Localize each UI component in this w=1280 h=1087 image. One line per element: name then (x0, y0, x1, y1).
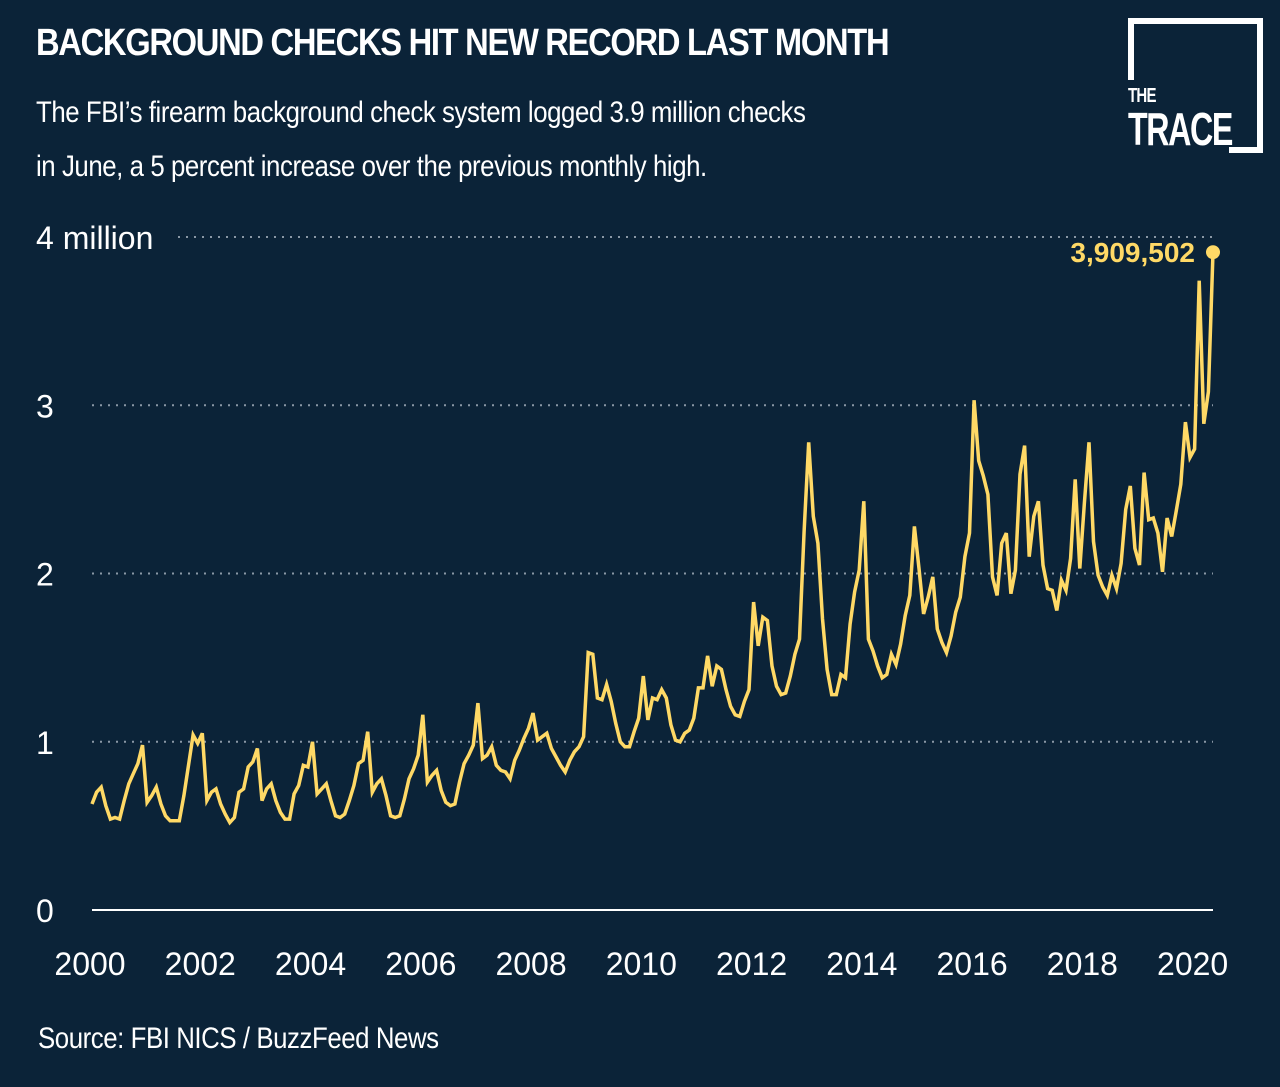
the-trace-logo: THE TRACE (1128, 18, 1263, 153)
series-line-background-checks (90, 252, 1215, 826)
logo-frame-top (1128, 18, 1262, 24)
gridlines (92, 236, 1213, 743)
y-tick-label: 4 million (36, 220, 153, 256)
y-tick-label: 2 (36, 557, 54, 593)
subtitle-line-2: in June, a 5 percent increase over the p… (36, 150, 707, 183)
x-axis-tick-labels: 2000 2002 2004 2006 2008 2010 2012 2014 2016 2018… (54, 946, 1228, 982)
x-tick-label: 2002 (165, 946, 236, 982)
y-tick-label: 1 (36, 725, 54, 761)
x-tick-label: 2004 (275, 946, 346, 982)
x-tick-label: 2020 (1157, 946, 1228, 982)
y-axis-tick-labels: 0 1 2 3 4 million (36, 220, 153, 929)
logo-frame-right (1257, 18, 1263, 153)
y-tick-label: 3 (36, 388, 54, 424)
x-tick-label: 2018 (1047, 946, 1118, 982)
logo-frame-bottom (1229, 147, 1263, 153)
chart-title: BACKGROUND CHECKS HIT NEW RECORD LAST MO… (36, 22, 890, 64)
subtitle-line-1: The FBI’s firearm background check syste… (36, 96, 806, 129)
x-tick-label: 2008 (495, 946, 566, 982)
logo-text-trace: TRACE (1128, 103, 1233, 155)
x-tick-label: 2010 (606, 946, 677, 982)
x-tick-label: 2000 (54, 946, 125, 982)
y-tick-label: 0 (36, 893, 54, 929)
latest-value-marker (1206, 245, 1220, 260)
x-tick-label: 2014 (826, 946, 897, 982)
latest-value-label: 3,909,502 (1070, 237, 1195, 268)
chart-subtitle: The FBI’s firearm background check syste… (36, 86, 806, 194)
source-note: Source: FBI NICS / BuzzFeed News (38, 1022, 439, 1055)
x-tick-label: 2006 (385, 946, 456, 982)
x-tick-label: 2016 (937, 946, 1008, 982)
logo-frame-left (1128, 18, 1134, 80)
x-tick-label: 2012 (716, 946, 787, 982)
logo-text-the: THE (1128, 85, 1157, 107)
